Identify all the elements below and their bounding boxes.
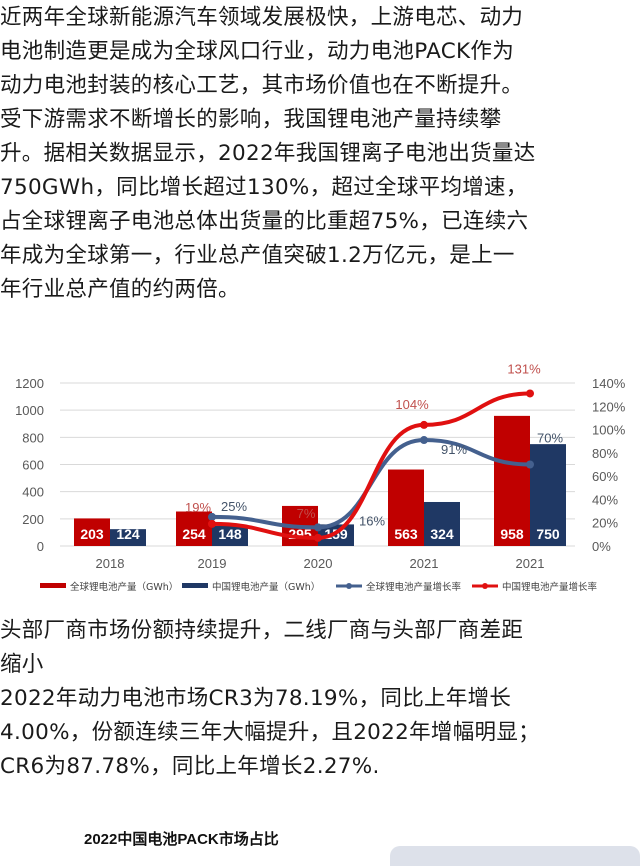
bar (110, 529, 146, 546)
x-tick-label: 2021 (410, 556, 439, 571)
y2-tick-label: 140% (592, 376, 626, 391)
text-line: 头部厂商市场份额持续提升，二线厂商与头部厂商差距 (0, 618, 524, 643)
text-line: CR6为87.78%，同比上年增长2.27%. (0, 754, 380, 779)
y-tick-label: 1200 (15, 376, 44, 391)
y2-tick-label: 120% (592, 399, 626, 414)
y2-tick-label: 60% (592, 469, 618, 484)
figure-title: 2022中国电池PACK市场占比 (84, 831, 279, 848)
bar (318, 524, 354, 546)
x-tick-label: 2020 (304, 556, 333, 571)
x-tick-label: 2019 (198, 556, 227, 571)
text-line: 电池制造更是成为全球风口行业，动力电池PACK作为 (0, 39, 515, 64)
x-tick-label: 2021 (516, 556, 545, 571)
legend-marker (482, 583, 488, 589)
legend-swatch (182, 583, 208, 588)
point-label: 104% (395, 397, 429, 412)
point-label: 7% (297, 506, 316, 521)
bar (494, 415, 530, 546)
point-label: 91% (441, 442, 467, 457)
data-point (420, 420, 428, 429)
y-tick-label: 200 (22, 512, 44, 527)
bar (388, 469, 424, 546)
paragraph-intro: 近两年全球新能源汽车领域发展极快，上游电芯、动力 电池制造更是成为全球风口行业，动… (0, 1, 640, 307)
text-line: 4.00%，份额连续三年大幅提升，且2022年增幅明显； (0, 720, 540, 745)
text-line: 占全球锂离子电池总体出货量的比重超75%，已连续六 (0, 209, 529, 234)
legend-label: 中国锂电池产量增长率 (502, 581, 598, 593)
data-point (314, 533, 322, 542)
text-line: 动力电池封装的核心工艺，其市场价值也在不断提升。 (0, 73, 524, 98)
figure-pie-placeholder (390, 846, 640, 866)
bar-label: 750 (536, 526, 560, 542)
bar (176, 511, 212, 546)
bar (424, 501, 460, 546)
text-line: 近两年全球新能源汽车领域发展极快，上游电芯、动力 (0, 5, 524, 30)
bar-label: 203 (80, 526, 104, 542)
y2-tick-label: 0% (592, 539, 611, 554)
y-tick-label: 0 (37, 539, 44, 554)
y2-tick-label: 80% (592, 446, 618, 461)
data-point (208, 519, 216, 528)
text-line: 缩小 (0, 652, 44, 677)
battery-output-chart: 0 200 400 600 800 1000 1200 0% 20% 40% 60% 80% 100% 1… (15, 361, 626, 593)
bar-label: 563 (394, 526, 418, 542)
y2-tick-label: 40% (592, 492, 618, 507)
bar-label: 148 (218, 526, 242, 542)
point-label: 16% (359, 513, 385, 528)
y-tick-label: 600 (22, 458, 44, 473)
data-point (526, 460, 534, 469)
point-label: 131% (507, 361, 541, 376)
y-tick-label: 1000 (15, 403, 44, 418)
point-label: 19% (185, 500, 211, 515)
bar-label: 124 (116, 526, 140, 542)
data-point (314, 523, 322, 532)
y-tick-label: 800 (22, 430, 44, 445)
y2-tick-label: 100% (592, 423, 626, 438)
bar-label: 958 (500, 526, 524, 542)
bar (74, 518, 110, 546)
point-label: 25% (221, 499, 247, 514)
bar-label: 324 (430, 526, 454, 542)
text-line: 年成为全球第一，行业总产值突破1.2万亿元，是上一 (0, 243, 515, 268)
data-point (208, 512, 216, 521)
x-tick-label: 2018 (96, 556, 125, 571)
legend-label: 中国锂电池产量（GWh） (212, 581, 320, 593)
data-point (526, 389, 534, 398)
text-line: 750GWh，同比增长超过130%，超过全球平均增速， (0, 175, 528, 200)
text-line: 受下游需求不断增长的影响，我国锂电池产量持续攀 (0, 107, 502, 132)
legend-label: 全球锂电池产量增长率 (366, 581, 462, 593)
point-label: 70% (537, 431, 563, 446)
bar (530, 444, 566, 546)
text-line: 年行业总产值的约两倍。 (0, 277, 240, 302)
bar (212, 525, 248, 546)
paragraph-market-share: 头部厂商市场份额持续提升，二线厂商与头部厂商差距 缩小 2022年动力电池市场CR3… (0, 614, 640, 784)
bar-label: 254 (182, 526, 206, 542)
legend-marker (346, 583, 352, 589)
legend-swatch (40, 583, 66, 588)
growth-line (211, 391, 531, 540)
y2-tick-label: 20% (592, 516, 618, 531)
legend-label: 全球锂电池产量（GWh） (70, 581, 178, 593)
text-line: 升。据相关数据显示，2022年我国锂离子电池出货量达 (0, 141, 536, 166)
text-line: 2022年动力电池市场CR3为78.19%，同比上年增长 (0, 686, 512, 711)
data-point (420, 436, 428, 445)
y-tick-label: 400 (22, 485, 44, 500)
